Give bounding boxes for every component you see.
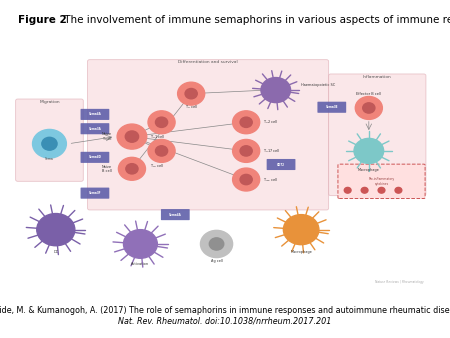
Text: Macrophage: Macrophage [290, 250, 312, 254]
FancyBboxPatch shape [81, 123, 109, 134]
Circle shape [155, 117, 168, 127]
Circle shape [37, 214, 75, 246]
Circle shape [344, 187, 351, 193]
FancyBboxPatch shape [328, 74, 426, 196]
Text: Naive
T cell: Naive T cell [102, 132, 112, 141]
FancyBboxPatch shape [81, 152, 109, 163]
Text: T$_H$2 cell: T$_H$2 cell [263, 119, 278, 126]
Text: Haematopoietic SC: Haematopoietic SC [301, 83, 335, 88]
Text: Sema3F: Sema3F [89, 191, 101, 195]
Circle shape [356, 97, 382, 119]
Text: Nature Reviews | Rheumatology: Nature Reviews | Rheumatology [375, 280, 424, 284]
Text: Ag cell: Ag cell [211, 259, 222, 263]
Text: T$_{reg}$ cell: T$_{reg}$ cell [263, 176, 278, 183]
FancyBboxPatch shape [161, 209, 190, 220]
FancyBboxPatch shape [81, 188, 109, 199]
FancyBboxPatch shape [338, 164, 425, 198]
Text: T$_{FH}$ cell: T$_{FH}$ cell [150, 162, 165, 170]
FancyBboxPatch shape [16, 99, 83, 181]
Text: Figure 2: Figure 2 [18, 15, 67, 25]
Circle shape [354, 138, 384, 164]
Text: T$_H$ cell: T$_H$ cell [184, 103, 198, 111]
Text: T$_H$1 cell: T$_H$1 cell [150, 134, 165, 141]
Text: Nat. Rev. Rheumatol. doi:10.1038/nrrheum.2017.201: Nat. Rev. Rheumatol. doi:10.1038/nrrheum… [118, 317, 332, 326]
Circle shape [42, 137, 57, 150]
Circle shape [185, 89, 197, 99]
FancyBboxPatch shape [317, 102, 346, 113]
FancyBboxPatch shape [81, 109, 109, 120]
Circle shape [240, 146, 252, 156]
Circle shape [200, 231, 233, 258]
Circle shape [240, 117, 252, 127]
Circle shape [118, 158, 145, 180]
Text: Sema3A: Sema3A [89, 127, 101, 131]
Text: Inflammation: Inflammation [363, 75, 392, 78]
Text: Sema4A: Sema4A [89, 113, 101, 116]
Circle shape [209, 238, 224, 250]
Circle shape [261, 77, 291, 103]
Circle shape [117, 124, 147, 149]
Circle shape [123, 230, 158, 258]
Circle shape [378, 187, 385, 193]
Circle shape [125, 131, 139, 142]
Text: The involvement of immune semaphorins in various aspects of immune responses: The involvement of immune semaphorins in… [61, 15, 450, 25]
Circle shape [148, 111, 175, 134]
Text: Naive
B cell: Naive B cell [102, 165, 112, 173]
Text: DC: DC [53, 250, 58, 254]
Circle shape [178, 82, 205, 105]
Circle shape [233, 140, 260, 162]
Circle shape [363, 103, 375, 113]
Text: Pro-inflammatory
cytokines: Pro-inflammatory cytokines [369, 177, 395, 186]
Circle shape [32, 129, 67, 158]
Text: Sema: Sema [45, 157, 54, 161]
Circle shape [126, 164, 138, 174]
Text: T$_H$17 cell: T$_H$17 cell [263, 147, 280, 155]
Text: Activation: Activation [131, 262, 149, 266]
Circle shape [233, 168, 260, 191]
Circle shape [155, 146, 168, 156]
Text: CD72: CD72 [277, 163, 285, 167]
Text: Sema3E: Sema3E [325, 105, 338, 109]
Circle shape [284, 215, 319, 245]
Circle shape [361, 187, 368, 193]
Circle shape [395, 187, 402, 193]
FancyBboxPatch shape [267, 159, 296, 170]
Text: Differentiation and survival: Differentiation and survival [178, 60, 238, 64]
Text: Migration: Migration [39, 100, 60, 103]
Text: Effector B cell: Effector B cell [356, 92, 381, 96]
FancyBboxPatch shape [87, 59, 328, 210]
Text: Sema4A: Sema4A [169, 213, 182, 217]
Text: Nishide, M. & Kumanogoh, A. (2017) The role of semaphorins in immune responses a: Nishide, M. & Kumanogoh, A. (2017) The r… [0, 306, 450, 315]
Text: Macrophage: Macrophage [358, 168, 380, 172]
Circle shape [148, 140, 175, 162]
Circle shape [240, 174, 252, 185]
Text: Sema4D: Sema4D [89, 155, 101, 159]
Circle shape [233, 111, 260, 134]
